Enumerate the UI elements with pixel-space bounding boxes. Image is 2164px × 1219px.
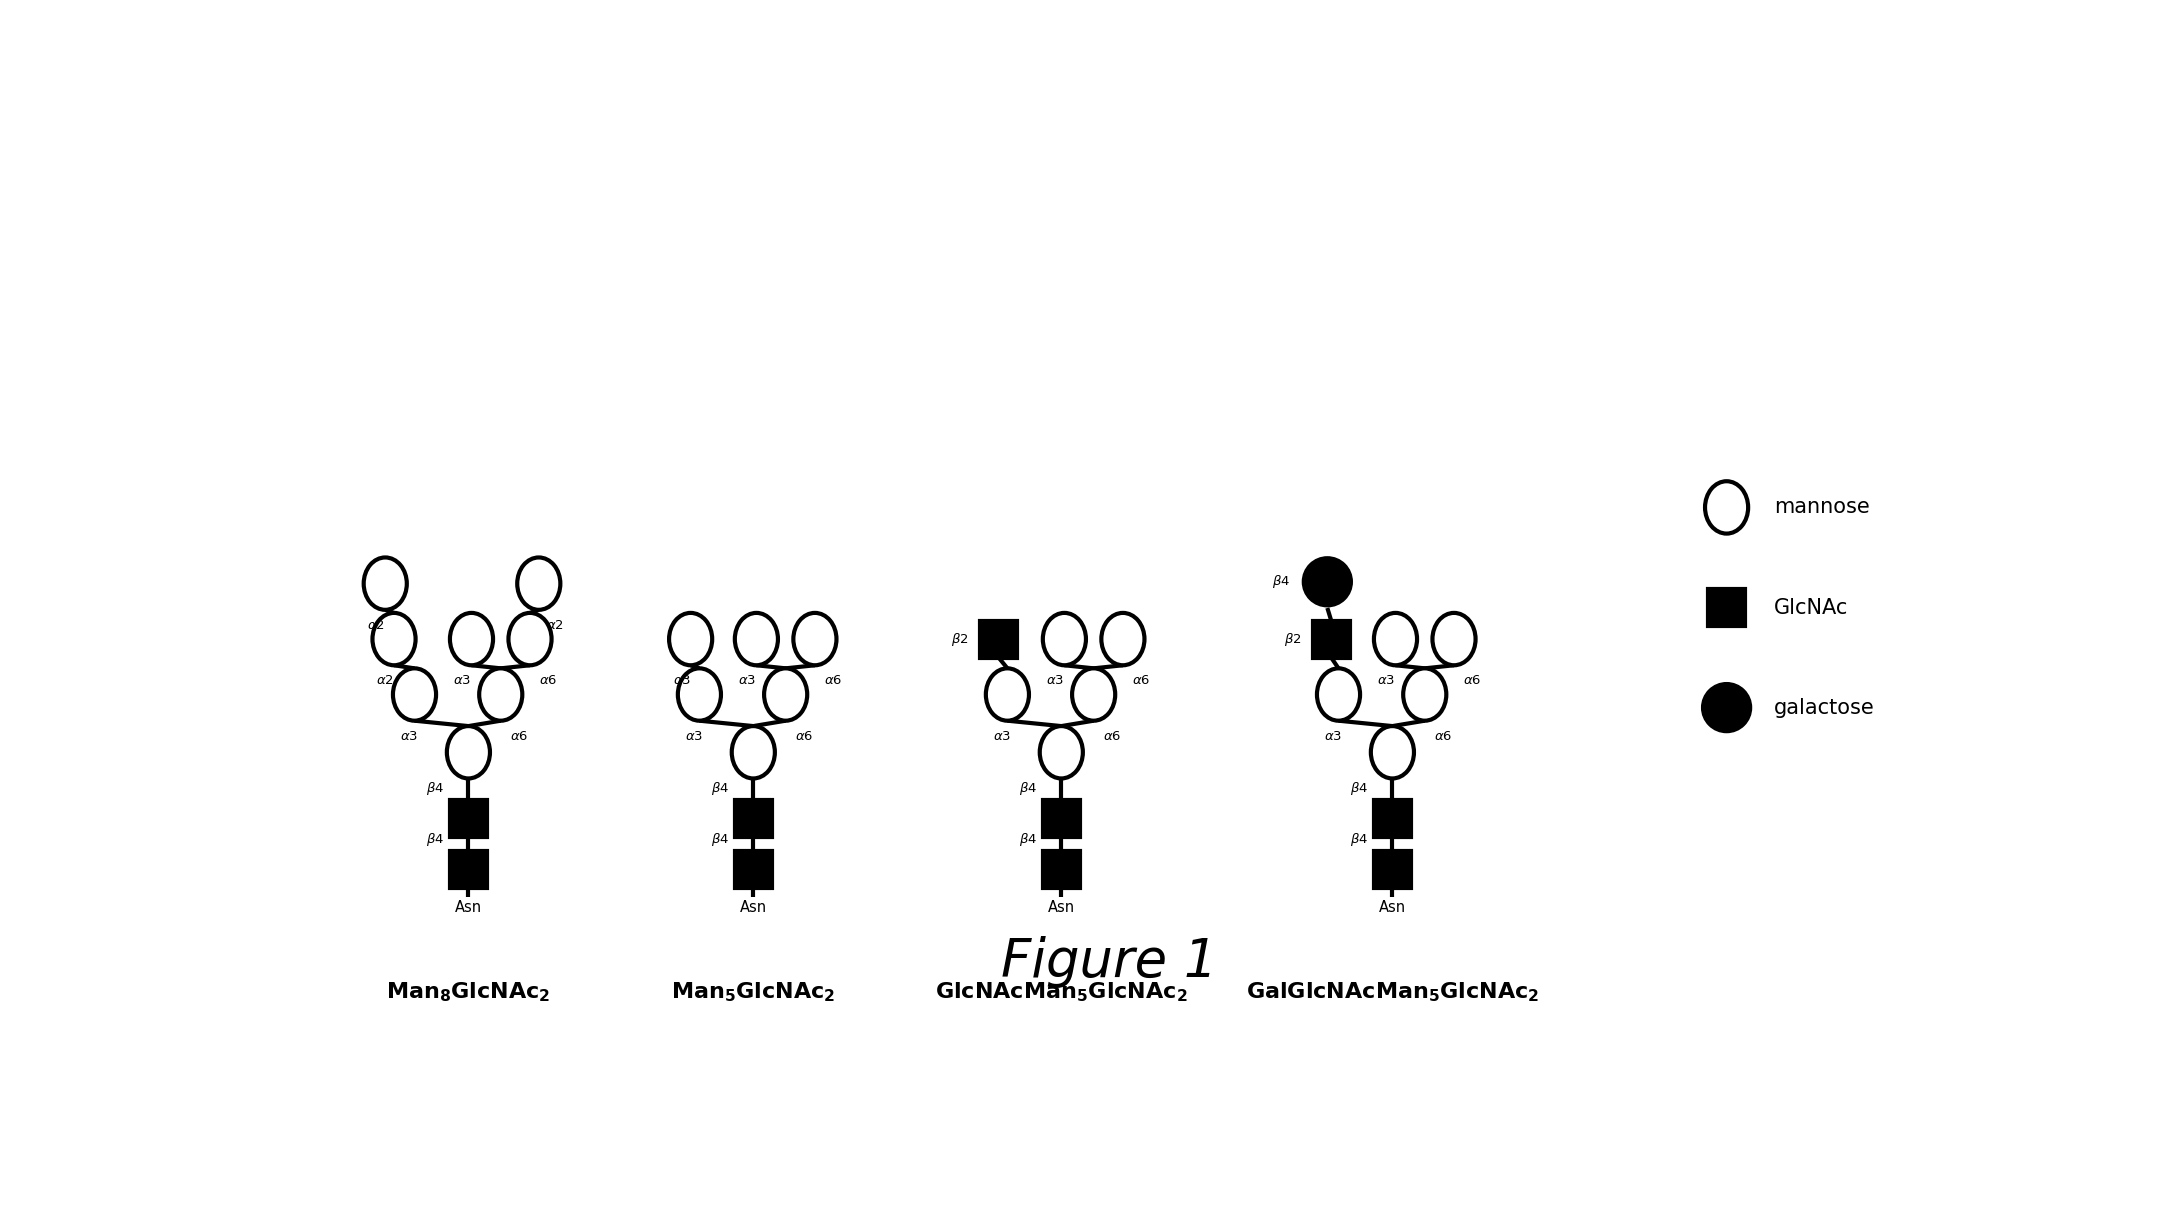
Ellipse shape — [364, 557, 407, 610]
Ellipse shape — [1043, 613, 1086, 666]
Text: $\beta$4: $\beta$4 — [710, 780, 729, 797]
Text: $\beta$4: $\beta$4 — [1019, 780, 1037, 797]
Ellipse shape — [736, 613, 777, 666]
Text: $\alpha$3: $\alpha$3 — [686, 730, 703, 742]
Text: $\alpha$2: $\alpha$2 — [368, 619, 385, 631]
Text: $\alpha$6: $\alpha$6 — [1435, 730, 1452, 742]
Text: Asn: Asn — [740, 900, 766, 914]
Ellipse shape — [1370, 727, 1413, 779]
Text: galactose: galactose — [1774, 697, 1874, 718]
FancyBboxPatch shape — [450, 800, 487, 837]
Text: $\beta$4: $\beta$4 — [1019, 831, 1037, 847]
Text: $\alpha$3: $\alpha$3 — [993, 730, 1011, 742]
Text: Figure 1: Figure 1 — [1002, 936, 1216, 987]
Text: $\mathbf{GlcNAcMan_5GlcNAc_2}$: $\mathbf{GlcNAcMan_5GlcNAc_2}$ — [935, 981, 1188, 1004]
FancyBboxPatch shape — [1374, 851, 1411, 887]
Ellipse shape — [372, 613, 415, 666]
Ellipse shape — [1101, 613, 1145, 666]
Text: $\alpha$6: $\alpha$6 — [824, 674, 842, 688]
Text: $\mathbf{GalGlcNAcMan_5GlcNAc_2}$: $\mathbf{GalGlcNAcMan_5GlcNAc_2}$ — [1246, 981, 1539, 1004]
Text: $\alpha$3: $\alpha$3 — [454, 674, 472, 688]
Text: $\mathbf{Man_5GlcNAc_2}$: $\mathbf{Man_5GlcNAc_2}$ — [671, 981, 835, 1004]
FancyBboxPatch shape — [1043, 851, 1080, 887]
Text: $\alpha$2: $\alpha$2 — [377, 674, 394, 688]
Text: $\beta$4: $\beta$4 — [710, 831, 729, 847]
Ellipse shape — [1374, 613, 1417, 666]
Text: $\beta$2: $\beta$2 — [1283, 630, 1301, 647]
Text: $\beta$4: $\beta$4 — [1350, 780, 1368, 797]
Text: $\beta$4: $\beta$4 — [426, 780, 444, 797]
FancyBboxPatch shape — [1043, 800, 1080, 837]
Text: $\alpha$3: $\alpha$3 — [400, 730, 418, 742]
Text: $\alpha$6: $\alpha$6 — [1463, 674, 1482, 688]
FancyBboxPatch shape — [1314, 620, 1350, 657]
FancyBboxPatch shape — [736, 800, 773, 837]
FancyBboxPatch shape — [980, 620, 1017, 657]
Ellipse shape — [677, 668, 721, 720]
Ellipse shape — [394, 668, 437, 720]
Text: $\beta$4: $\beta$4 — [426, 831, 444, 847]
FancyBboxPatch shape — [450, 851, 487, 887]
Ellipse shape — [509, 613, 552, 666]
Ellipse shape — [1039, 727, 1082, 779]
Text: $\alpha$6: $\alpha$6 — [1132, 674, 1151, 688]
Ellipse shape — [450, 613, 493, 666]
Ellipse shape — [517, 557, 560, 610]
Text: $\alpha$6: $\alpha$6 — [539, 674, 558, 688]
Ellipse shape — [446, 727, 489, 779]
Ellipse shape — [1318, 668, 1359, 720]
FancyBboxPatch shape — [1374, 800, 1411, 837]
Text: Asn: Asn — [1378, 900, 1407, 914]
Text: $\alpha$6: $\alpha$6 — [511, 730, 528, 742]
Text: $\alpha$6: $\alpha$6 — [794, 730, 814, 742]
Text: $\alpha$3: $\alpha$3 — [1324, 730, 1342, 742]
Circle shape — [1703, 684, 1751, 731]
Text: GlcNAc: GlcNAc — [1774, 597, 1848, 618]
Text: $\alpha$6: $\alpha$6 — [1104, 730, 1121, 742]
Ellipse shape — [478, 668, 522, 720]
Text: Asn: Asn — [1047, 900, 1076, 914]
Text: $\alpha$3: $\alpha$3 — [738, 674, 757, 688]
Ellipse shape — [731, 727, 775, 779]
FancyBboxPatch shape — [736, 851, 773, 887]
Text: $\beta$4: $\beta$4 — [1350, 831, 1368, 847]
Text: Asn: Asn — [454, 900, 483, 914]
FancyBboxPatch shape — [1707, 589, 1744, 627]
Ellipse shape — [794, 613, 837, 666]
Text: $\alpha$3: $\alpha$3 — [673, 674, 690, 688]
Text: $\beta$2: $\beta$2 — [950, 630, 969, 647]
Text: $\alpha$3: $\alpha$3 — [1045, 674, 1065, 688]
Text: $\mathbf{Man_8GlcNAc_2}$: $\mathbf{Man_8GlcNAc_2}$ — [385, 981, 550, 1004]
Text: mannose: mannose — [1774, 497, 1870, 517]
Ellipse shape — [1402, 668, 1446, 720]
Ellipse shape — [669, 613, 712, 666]
Ellipse shape — [764, 668, 807, 720]
Circle shape — [1303, 558, 1350, 606]
Ellipse shape — [1071, 668, 1114, 720]
Ellipse shape — [1705, 482, 1749, 534]
Text: $\alpha$3: $\alpha$3 — [1376, 674, 1396, 688]
Ellipse shape — [1433, 613, 1476, 666]
Ellipse shape — [987, 668, 1028, 720]
Text: $\beta$4: $\beta$4 — [1272, 573, 1290, 590]
Text: $\alpha$2: $\alpha$2 — [547, 619, 565, 631]
